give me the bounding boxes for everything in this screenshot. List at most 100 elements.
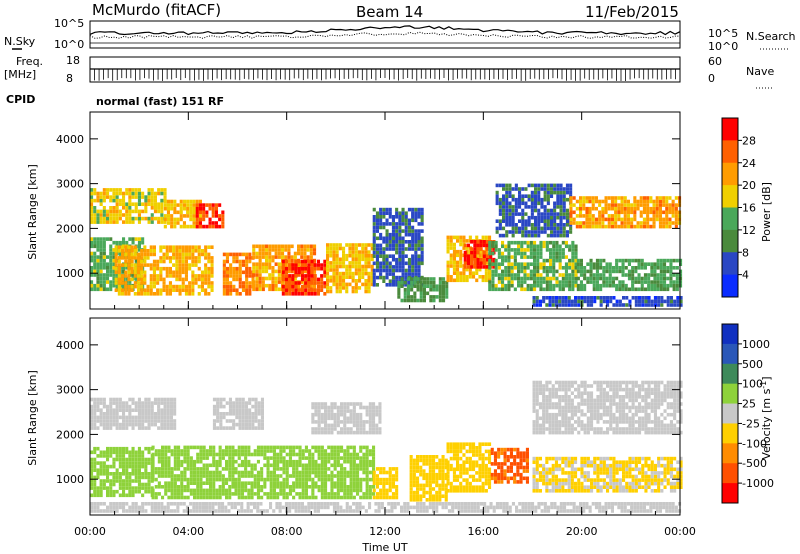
heatmap-cell (406, 291, 410, 296)
heatmap-cell (298, 492, 302, 496)
heatmap-cell (112, 191, 116, 196)
heatmap-cell (626, 203, 630, 207)
heatmap-cell (329, 279, 333, 283)
heatmap-cell (320, 485, 324, 489)
heatmap-cell (313, 263, 317, 267)
heatmap-cell (222, 281, 226, 285)
heatmap-cell (666, 283, 670, 288)
heatmap-cell (488, 280, 492, 284)
heatmap-cell (164, 452, 168, 457)
heatmap-cell (290, 258, 294, 263)
heatmap-cell (556, 205, 560, 209)
heatmap-cell (266, 474, 270, 478)
heatmap-cell (552, 283, 556, 288)
heatmap-cell (122, 198, 126, 203)
heatmap-cell (482, 240, 486, 244)
heatmap-cell (604, 224, 608, 229)
heatmap-cell (375, 405, 379, 410)
heatmap-cell (571, 251, 575, 256)
heatmap-cell (523, 262, 527, 266)
heatmap-cell (301, 467, 305, 471)
heatmap-cell (379, 232, 383, 237)
heatmap-cell (269, 495, 273, 500)
heatmap-cell (518, 190, 522, 195)
heatmap-cell (231, 477, 235, 482)
heatmap-cell (122, 419, 126, 423)
heatmap-cell (313, 274, 317, 278)
heatmap-cell (320, 274, 324, 278)
heatmap-cell (177, 463, 181, 468)
heatmap-cell (330, 423, 334, 428)
heatmap-cell (326, 264, 330, 269)
heatmap-cell (178, 245, 182, 249)
heatmap-cell (637, 266, 641, 270)
heatmap-cell (586, 262, 590, 266)
heatmap-cell (232, 277, 236, 282)
heatmap-cell (508, 215, 512, 220)
heatmap-cell (388, 254, 392, 258)
heatmap-cell (245, 284, 249, 289)
heatmap-cell (665, 206, 669, 211)
heatmap-cell (537, 212, 541, 216)
heatmap-cell (657, 303, 661, 307)
heatmap-cell (652, 203, 656, 207)
heatmap-cell (106, 191, 110, 196)
heatmap-cell (189, 470, 193, 475)
heatmap-cell (137, 475, 141, 480)
heatmap-cell (536, 276, 540, 281)
heatmap-cell (127, 259, 131, 264)
heatmap-cell (141, 191, 145, 196)
heatmap-cell (320, 420, 324, 424)
heatmap-cell (122, 240, 126, 245)
heatmap-cell (653, 269, 657, 274)
heatmap-cell (288, 263, 292, 267)
heatmap-cell (102, 280, 106, 284)
heatmap-cell (545, 276, 549, 281)
heatmap-cell (232, 266, 236, 271)
heatmap-cell (420, 211, 424, 215)
heatmap-cell (507, 287, 511, 292)
heatmap-cell (333, 495, 337, 500)
heatmap-cell (170, 206, 174, 211)
heatmap-cell (494, 283, 498, 288)
heatmap-cell (504, 269, 508, 274)
heatmap-cell (555, 251, 559, 256)
heatmap-cell (521, 233, 525, 238)
heatmap-cell (473, 240, 477, 244)
heatmap-cell (576, 262, 580, 266)
heatmap-cell (650, 283, 654, 288)
heatmap-cell (284, 255, 288, 259)
heatmap-cell (482, 254, 486, 258)
heatmap-cell (212, 412, 216, 416)
heatmap-cell (468, 235, 472, 240)
heatmap-cell (417, 211, 421, 215)
heatmap-cell (475, 235, 479, 240)
heatmap-cell (426, 291, 430, 296)
heatmap-cell (115, 412, 119, 416)
heatmap-cell (304, 456, 308, 460)
heatmap-cell (118, 426, 122, 430)
heatmap-cell (595, 269, 599, 274)
heatmap-cell (181, 252, 185, 257)
heatmap-cell (653, 296, 657, 300)
heatmap-cell (602, 299, 606, 304)
heatmap-cell (121, 274, 125, 278)
heatmap-cell (167, 456, 171, 460)
heatmap-cell (324, 452, 328, 457)
heatmap-cell (109, 404, 113, 409)
heatmap-cell (274, 283, 278, 288)
heatmap-cell (527, 233, 531, 238)
heatmap-cell (375, 283, 379, 287)
heatmap-cell (240, 485, 244, 489)
heatmap-cell (414, 215, 418, 219)
heatmap-cell (141, 240, 145, 245)
heatmap-cell (166, 214, 170, 218)
heatmap-cell (372, 254, 376, 258)
heatmap-cell (99, 198, 103, 203)
heatmap-cell (238, 263, 242, 267)
heatmap-cell (579, 203, 583, 207)
heatmap-cell (117, 274, 121, 278)
heatmap-cell (558, 266, 562, 270)
heatmap-cell (349, 427, 353, 431)
heatmap-cell (251, 404, 255, 409)
